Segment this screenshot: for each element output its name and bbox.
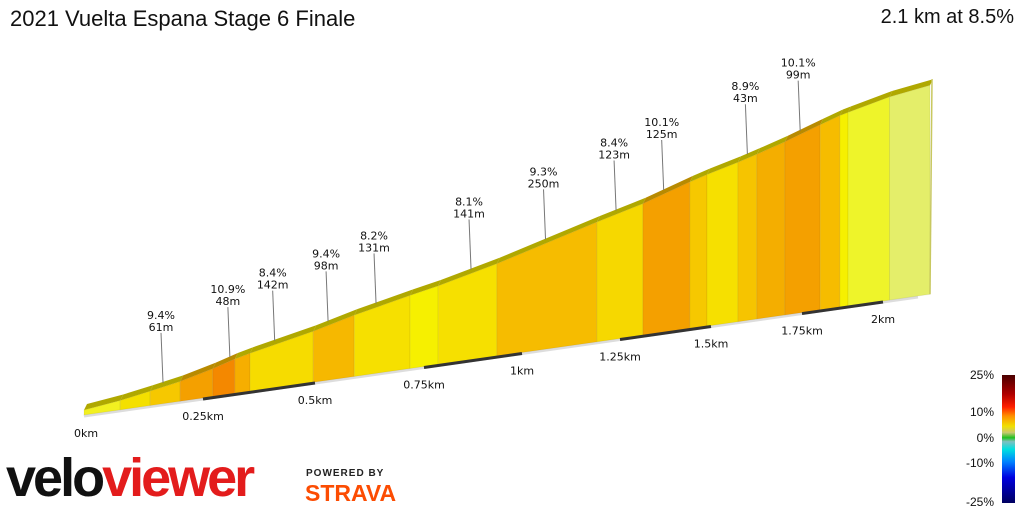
road-surface xyxy=(756,135,788,155)
annotation-length: 123m xyxy=(598,149,630,162)
distance-bar xyxy=(202,381,316,401)
annotation-grade: 10.9% xyxy=(210,283,245,296)
annotation-length: 43m xyxy=(733,92,758,105)
gradient-segment xyxy=(784,123,821,316)
annotation-leader xyxy=(744,104,748,155)
distance-bar xyxy=(619,325,712,342)
road-surface xyxy=(150,375,184,392)
road-surface xyxy=(120,385,154,401)
legend-label: 0% xyxy=(976,431,994,445)
gradient-segment xyxy=(756,140,786,320)
annotation-grade: 8.9% xyxy=(731,80,759,93)
annotation-length: 131m xyxy=(358,241,390,254)
annotation-leader xyxy=(797,80,801,131)
gradient-segment xyxy=(409,285,439,370)
chart-title: 2021 Vuelta Espana Stage 6 Finale xyxy=(10,6,356,31)
annotation-length: 125m xyxy=(646,128,678,141)
annotation-grade: 10.1% xyxy=(644,116,679,129)
gradient-segment xyxy=(839,111,849,308)
annotation-leader xyxy=(661,139,665,191)
road-surface xyxy=(354,289,414,316)
road-surface xyxy=(642,175,693,204)
annotation-grade: 10.1% xyxy=(781,57,816,70)
strava-logo: STRAVA xyxy=(305,480,397,506)
x-tick-label: 0km xyxy=(74,427,98,440)
road-surface xyxy=(848,90,893,113)
annotation-leader xyxy=(373,253,377,304)
x-tick-label: 2km xyxy=(871,313,895,326)
gradient-segment xyxy=(737,153,758,323)
gradient-segment xyxy=(819,114,841,311)
annotation-leader xyxy=(468,219,472,270)
x-tick-label: 0.25km xyxy=(182,410,224,423)
x-tick-label: 1.5km xyxy=(694,338,729,351)
road-surface xyxy=(596,197,646,223)
gradient-segment xyxy=(689,173,708,330)
distance-bar xyxy=(423,352,523,369)
annotation-length: 98m xyxy=(314,259,339,272)
annotation-grade: 8.4% xyxy=(259,267,287,280)
road-surface xyxy=(234,347,254,359)
road-surface xyxy=(212,352,238,369)
annotation-grade: 8.1% xyxy=(455,195,483,208)
annotation-length: 141m xyxy=(453,207,485,220)
legend-label: -10% xyxy=(965,456,994,470)
road-surface xyxy=(784,118,824,142)
annotation-length: 250m xyxy=(528,177,560,190)
x-tick-label: 1km xyxy=(510,365,534,378)
annotation-length: 99m xyxy=(786,69,811,82)
road-surface xyxy=(889,79,933,97)
annotation-length: 48m xyxy=(216,295,241,308)
annotation-leader xyxy=(613,160,617,211)
road-surface xyxy=(438,257,500,286)
gradient-segment xyxy=(596,202,644,343)
veloviewer-logo: veloviewer xyxy=(6,448,255,508)
x-tick-label: 1.75km xyxy=(781,325,823,338)
annotation-length: 61m xyxy=(149,321,174,334)
annotation-leader xyxy=(543,189,547,240)
annotation-length: 142m xyxy=(257,279,289,292)
legend-label: 25% xyxy=(969,368,994,382)
gradient-segment xyxy=(888,84,931,301)
x-tick-label: 0.75km xyxy=(403,378,445,391)
gradient-segment xyxy=(847,96,890,307)
annotation-leader xyxy=(227,307,231,358)
profile-end-edge xyxy=(929,79,933,295)
gradient-segment xyxy=(642,181,691,336)
road-surface xyxy=(180,362,216,382)
annotation-leader xyxy=(160,332,164,383)
annotation-grade: 9.4% xyxy=(147,309,175,322)
annotation-grade: 8.2% xyxy=(360,229,388,242)
gradient-segment xyxy=(234,352,251,395)
annotation-leader xyxy=(272,290,276,341)
gradient-segment xyxy=(706,161,739,327)
distance-bar xyxy=(801,300,884,316)
x-tick-label: 1.25km xyxy=(599,351,641,364)
gradient-color-scale xyxy=(1002,375,1015,503)
road-surface xyxy=(689,168,710,182)
legend-label: 10% xyxy=(969,405,994,419)
road-surface xyxy=(706,156,741,175)
road-surface xyxy=(410,279,442,296)
road-surface xyxy=(737,148,760,163)
road-surface xyxy=(820,109,843,125)
annotation-grade: 9.4% xyxy=(312,247,340,260)
annotation-grade: 8.4% xyxy=(600,137,628,150)
road-surface xyxy=(250,325,317,354)
legend-label: -25% xyxy=(965,495,994,509)
climb-summary: 2.1 km at 8.5% xyxy=(880,6,1014,28)
powered-by-label: POWERED BY xyxy=(306,468,385,479)
road-surface xyxy=(84,394,124,410)
annotation-grade: 9.3% xyxy=(530,165,558,178)
road-surface xyxy=(313,309,358,332)
road-surface xyxy=(839,106,852,116)
x-tick-label: 0.5km xyxy=(298,394,333,407)
annotation-leader xyxy=(325,271,329,322)
road-surface xyxy=(496,216,600,264)
